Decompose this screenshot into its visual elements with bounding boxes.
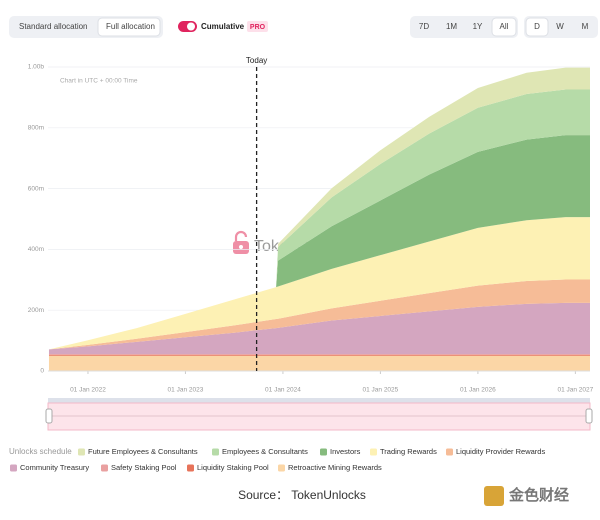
area (48, 355, 591, 371)
range-button[interactable]: 7D (419, 22, 429, 31)
y-tick-label: 400m (28, 246, 44, 253)
watermark-icon (233, 230, 249, 254)
legend-label: Future Employees & Consultants (88, 447, 198, 456)
source: Source： TokenUnlocks (238, 488, 366, 502)
navigator-bar (48, 398, 590, 403)
area (48, 67, 591, 350)
x-tick-label: 01 Jan 2024 (265, 387, 301, 394)
legend-swatch (101, 464, 108, 472)
legend-swatch (78, 448, 85, 456)
interval-button[interactable]: M (582, 22, 589, 31)
legend-label: Community Treasury (20, 463, 89, 472)
toggle-knob (187, 22, 195, 31)
x-tick-label: 01 Jan 2027 (557, 387, 593, 394)
x-tick-label: 01 Jan 2025 (363, 387, 399, 394)
area (48, 353, 591, 355)
legend-label: Trading Rewards (380, 447, 437, 456)
legend-swatch (212, 448, 219, 456)
allocation-option[interactable]: Standard allocation (19, 22, 88, 31)
navigator-handle[interactable] (585, 408, 593, 424)
legend-label: Liquidity Staking Pool (197, 463, 269, 472)
x-tick-label: 01 Jan 2022 (70, 387, 106, 394)
x-tick-label: 01 Jan 2026 (460, 387, 496, 394)
area (48, 302, 591, 354)
y-tick-label: 600m (28, 185, 44, 192)
range-button[interactable]: 1Y (473, 22, 483, 31)
chart-note: Chart in UTC + 00:00 Time (60, 78, 138, 85)
range-button[interactable]: 1M (446, 22, 457, 31)
y-tick-label: 800m (28, 125, 44, 132)
pro-text: PRO (250, 24, 266, 31)
legend-title: Unlocks schedule (9, 447, 72, 456)
area (48, 89, 591, 350)
legend-label: Employees & Consultants (222, 447, 308, 456)
logo: 金色财经 (508, 486, 569, 504)
y-tick-label: 200m (28, 307, 44, 314)
pro-badge (247, 21, 268, 32)
legend-label: Safety Staking Pool (111, 463, 177, 472)
x-tick-label: 01 Jan 2023 (168, 387, 204, 394)
interval-button[interactable]: W (556, 22, 564, 31)
legend-label: Liquidity Provider Rewards (456, 447, 545, 456)
area (48, 217, 591, 350)
range-button[interactable]: All (500, 22, 509, 31)
navigator-handle[interactable] (45, 408, 53, 424)
legend-swatch (187, 464, 194, 472)
area (48, 279, 591, 350)
range-group (410, 16, 518, 38)
y-tick-label: 0 (40, 368, 44, 375)
legend-swatch (446, 448, 453, 456)
area (48, 354, 591, 356)
navigator-window[interactable] (47, 402, 591, 431)
interval-selected (525, 17, 549, 37)
legend-swatch (370, 448, 377, 456)
today-label: Today (246, 56, 267, 65)
allocation-selected[interactable] (97, 17, 161, 37)
y-tick-label: 1.00b (28, 64, 45, 71)
legend-swatch (10, 464, 17, 472)
interval-button[interactable]: D (534, 22, 540, 31)
legend-swatch (278, 464, 285, 472)
range-selected (491, 17, 517, 37)
legend-label: Investors (330, 447, 361, 456)
legend-swatch (320, 448, 327, 456)
area (48, 135, 591, 350)
legend-label: Retroactive Mining Rewards (288, 463, 382, 472)
allocation-option[interactable]: Full allocation (106, 22, 155, 31)
toggle-label: Cumulative (201, 22, 245, 31)
plot (48, 66, 591, 372)
logo-icon (484, 486, 504, 506)
